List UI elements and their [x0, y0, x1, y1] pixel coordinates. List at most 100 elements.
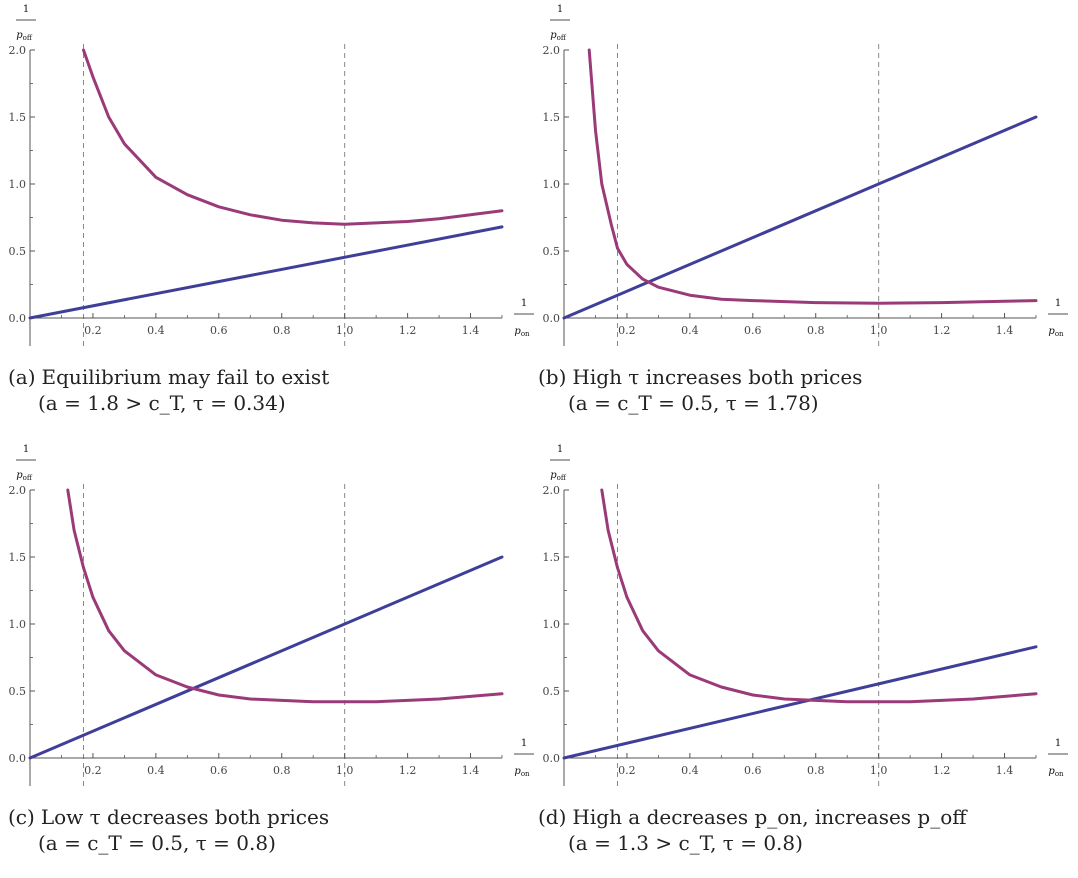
x-axis-label-numerator: 1 [521, 298, 527, 309]
caption-b-label: (b) [538, 365, 567, 389]
y-axis-label-numerator: 1 [557, 444, 563, 455]
x-tick-label: 0.4 [147, 324, 165, 337]
x-tick-label: 0.6 [210, 324, 228, 337]
y-tick-label: 1.0 [543, 618, 561, 631]
y-tick-label: 1.0 [9, 178, 27, 191]
y-tick-label: 0.0 [9, 752, 27, 765]
x-tick-label: 0.2 [618, 764, 636, 777]
series-line-curve [82, 48, 504, 226]
chart-a-svg: 0.0 0.5 1.0 1.5 2.0 0.2 0.4 0.6 0.8 1.0 1.2 1.4 1 pof… [9, 4, 534, 346]
y-tick-label: 1.0 [9, 618, 27, 631]
series-line-linear [562, 645, 1038, 760]
x-axis-label: 1 pon [514, 298, 534, 338]
series-line-linear [28, 555, 504, 760]
x-tick-label: 1.0 [336, 764, 354, 777]
x-tick-label: 1.0 [336, 324, 354, 337]
x-tick-label: 0.4 [681, 324, 699, 337]
caption-b-params: (a = c_T = 0.5, τ = 1.78) [568, 391, 819, 415]
y-tick-label: 0.5 [9, 685, 27, 698]
x-tick-label: 1.4 [996, 324, 1014, 337]
x-axis-label-numerator: 1 [1055, 298, 1061, 309]
caption-c-params: (a = c_T = 0.5, τ = 0.8) [38, 831, 276, 855]
x-axis-label: 1 pon [1048, 738, 1068, 778]
x-tick-label: 1.0 [870, 324, 888, 337]
y-axis-label-numerator: 1 [23, 4, 29, 15]
y-axis-label: 1 poff [550, 444, 570, 482]
caption-c: (c) Low τ decreases both prices (a = c_T … [8, 804, 329, 856]
x-tick-label: 0.6 [210, 764, 228, 777]
chart-d-svg: 0.0 0.5 1.0 1.5 2.0 0.2 0.4 0.6 0.8 1.0 1.2 1.4 1 pof… [543, 444, 1068, 786]
x-axis-label-denominator: pon [514, 766, 530, 778]
chart-c-plot: 0.0 0.5 1.0 1.5 2.0 0.2 0.4 0.6 0.8 1.0 1.2 1.4 1 pof… [9, 444, 534, 786]
series-line-curve [587, 48, 1038, 305]
y-tick-label: 1.5 [9, 551, 27, 564]
y-tick-label: 1.0 [543, 178, 561, 191]
caption-a: (a) Equilibrium may fail to exist (a = 1.… [8, 364, 329, 416]
x-tick-label: 1.2 [399, 764, 417, 777]
chart-panel-d: 0.0 0.5 1.0 1.5 2.0 0.2 0.4 0.6 0.8 1.0 1.2 1.4 1 pof… [534, 440, 1068, 860]
x-axis-label: 1 pon [1048, 298, 1068, 338]
x-axis-label-denominator: pon [1048, 766, 1064, 778]
y-axis-label-numerator: 1 [23, 444, 29, 455]
caption-b-title: High τ increases both prices [572, 365, 863, 389]
x-tick-label: 0.2 [84, 764, 102, 777]
y-axis-label-denominator: poff [16, 30, 33, 42]
chart-a-plot: 0.0 0.5 1.0 1.5 2.0 0.2 0.4 0.6 0.8 1.0 1.2 1.4 1 pof… [9, 4, 534, 346]
x-tick-label: 0.2 [84, 324, 102, 337]
y-tick-label: 2.0 [543, 484, 561, 497]
y-tick-label: 0.5 [543, 245, 561, 258]
y-axis-label: 1 poff [16, 4, 36, 42]
caption-d-title: High a decreases p_on, increases p_off [572, 805, 967, 829]
y-tick-label: 2.0 [9, 484, 27, 497]
caption-d: (d) High a decreases p_on, increases p_of… [538, 804, 966, 856]
caption-b: (b) High τ increases both prices (a = c_T… [538, 364, 862, 416]
chart-panel-a: 0.0 0.5 1.0 1.5 2.0 0.2 0.4 0.6 0.8 1.0 1.2 1.4 1 pof… [0, 0, 534, 420]
x-tick-label: 1.0 [870, 764, 888, 777]
y-tick-label: 2.0 [9, 44, 27, 57]
y-tick-label: 0.5 [543, 685, 561, 698]
y-tick-label: 0.0 [9, 312, 27, 325]
x-tick-label: 0.8 [273, 324, 291, 337]
y-tick-label: 1.5 [543, 111, 561, 124]
y-tick-label: 2.0 [543, 44, 561, 57]
x-tick-label: 0.8 [807, 764, 825, 777]
caption-a-label: (a) [8, 365, 36, 389]
chart-c-svg: 0.0 0.5 1.0 1.5 2.0 0.2 0.4 0.6 0.8 1.0 1.2 1.4 1 pof… [9, 444, 534, 786]
x-tick-label: 1.4 [462, 764, 480, 777]
x-tick-label: 1.2 [933, 764, 951, 777]
y-axis-label: 1 poff [550, 4, 570, 42]
chart-panel-b: 0.0 0.5 1.0 1.5 2.0 0.2 0.4 0.6 0.8 1.0 1.2 1.4 1 pof… [534, 0, 1068, 420]
caption-c-label: (c) [8, 805, 35, 829]
chart-b-plot: 0.0 0.5 1.0 1.5 2.0 0.2 0.4 0.6 0.8 1.0 1.2 1.4 1 pof… [543, 4, 1068, 346]
x-tick-label: 1.4 [996, 764, 1014, 777]
x-axis-label: 1 pon [514, 738, 534, 778]
y-tick-label: 1.5 [9, 111, 27, 124]
x-tick-label: 0.8 [273, 764, 291, 777]
caption-a-title: Equilibrium may fail to exist [41, 365, 330, 389]
caption-c-title: Low τ decreases both prices [40, 805, 330, 829]
x-tick-label: 0.2 [618, 324, 636, 337]
y-axis-label-denominator: poff [550, 470, 567, 482]
chart-panel-c: 0.0 0.5 1.0 1.5 2.0 0.2 0.4 0.6 0.8 1.0 1.2 1.4 1 pof… [0, 440, 534, 860]
caption-d-label: (d) [538, 805, 567, 829]
x-tick-label: 1.2 [933, 324, 951, 337]
series-line-curve [600, 488, 1038, 704]
y-axis-label: 1 poff [16, 444, 36, 482]
x-tick-label: 1.4 [462, 324, 480, 337]
y-axis-label-denominator: poff [550, 30, 567, 42]
y-tick-label: 0.5 [9, 245, 27, 258]
chart-b-svg: 0.0 0.5 1.0 1.5 2.0 0.2 0.4 0.6 0.8 1.0 1.2 1.4 1 pof… [543, 4, 1068, 346]
x-tick-label: 0.6 [744, 764, 762, 777]
chart-d-plot: 0.0 0.5 1.0 1.5 2.0 0.2 0.4 0.6 0.8 1.0 1.2 1.4 1 pof… [543, 444, 1068, 786]
x-axis-label-numerator: 1 [1055, 738, 1061, 749]
x-axis-label-numerator: 1 [521, 738, 527, 749]
x-tick-label: 0.8 [807, 324, 825, 337]
series-line-linear [562, 115, 1038, 320]
series-line-curve [66, 488, 504, 704]
x-axis-label-denominator: pon [1048, 326, 1064, 338]
x-tick-label: 1.2 [399, 324, 417, 337]
y-tick-label: 1.5 [543, 551, 561, 564]
y-tick-label: 0.0 [543, 312, 561, 325]
y-axis-label-denominator: poff [16, 470, 33, 482]
x-tick-label: 0.6 [744, 324, 762, 337]
